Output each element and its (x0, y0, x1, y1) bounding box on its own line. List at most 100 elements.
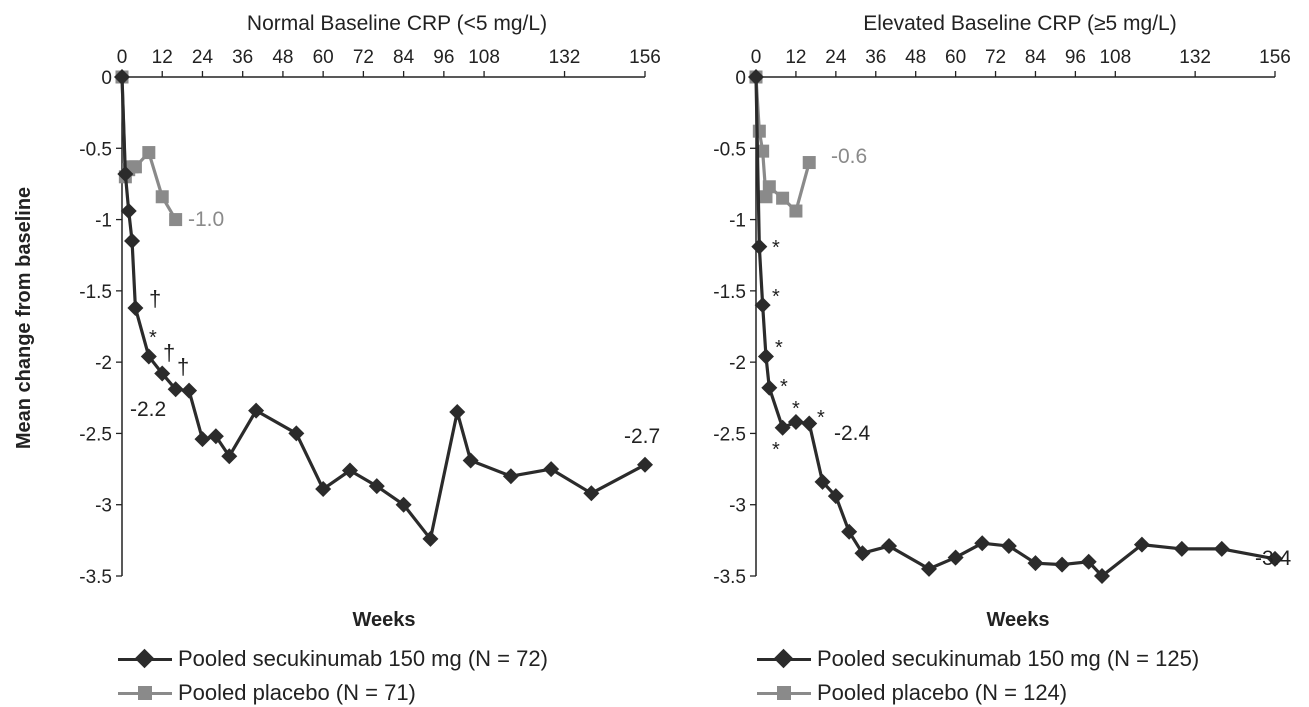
y-tick-label: 0 (735, 68, 746, 89)
data-point-diamond (774, 419, 791, 436)
data-point-square (756, 144, 770, 158)
data-point-square (752, 124, 766, 138)
data-point-diamond (787, 414, 804, 431)
x-tick-label: 72 (985, 47, 1006, 68)
y-tick-label: -2 (95, 353, 112, 374)
data-point-diamond (194, 431, 211, 448)
data-point-diamond (801, 415, 818, 432)
x-tick-label: 60 (313, 47, 334, 68)
square-marker-icon (757, 683, 811, 703)
data-point-diamond (1173, 540, 1190, 557)
y-tick-label: -1 (95, 211, 112, 232)
series-secukinumab (748, 69, 1283, 584)
data-point-diamond (124, 232, 141, 249)
data-point-diamond (315, 481, 332, 498)
data-annotation: -2.2 (130, 398, 166, 421)
data-annotation: * (775, 337, 783, 359)
data-point-diamond (154, 365, 171, 382)
data-point-diamond (207, 428, 224, 445)
data-point-diamond (841, 523, 858, 540)
data-point-diamond (117, 165, 134, 182)
legend-label: Pooled secukinumab 150 mg (N = 72) (178, 646, 548, 671)
x-tick-label: 84 (1025, 47, 1047, 68)
x-axis-title: Weeks (986, 609, 1049, 631)
data-annotation: * (780, 376, 788, 398)
data-point-diamond (502, 468, 519, 485)
data-point-square (776, 191, 790, 205)
chart-title: Elevated Baseline CRP (≥5 mg/L) (863, 12, 1176, 35)
data-point-diamond (583, 485, 600, 502)
data-annotation: -0.6 (831, 145, 867, 168)
data-point-diamond (637, 456, 653, 473)
x-tick-label: 72 (353, 47, 374, 68)
x-axis-title: Weeks (352, 609, 415, 631)
data-point-diamond (1027, 555, 1044, 572)
x-tick-label: 156 (1259, 47, 1291, 68)
data-point-diamond (248, 402, 265, 419)
data-point-diamond (881, 538, 898, 555)
legend-label: Pooled placebo (N = 124) (817, 680, 1068, 705)
data-point-diamond (127, 299, 144, 316)
data-point-diamond (1080, 553, 1097, 570)
y-tick-label: -2.5 (79, 424, 112, 445)
data-annotation: -3.4 (1255, 547, 1292, 570)
y-tick-label: -1 (729, 211, 746, 232)
data-point-diamond (947, 549, 964, 566)
data-point-square (759, 190, 773, 204)
data-point-diamond (140, 348, 157, 365)
series-line (120, 76, 646, 541)
data-point-diamond (761, 379, 778, 396)
data-point-diamond (181, 382, 198, 399)
x-tick-label: 60 (945, 47, 966, 68)
data-point-diamond (167, 381, 184, 398)
data-point-diamond (921, 560, 937, 577)
x-tick-label: 24 (825, 47, 847, 68)
data-point-diamond (1133, 536, 1150, 553)
y-tick-label: -1.5 (713, 282, 746, 303)
data-point-square (169, 213, 183, 227)
data-annotation: † (149, 286, 161, 311)
data-annotation: -2.4 (834, 422, 871, 445)
x-tick-label: 36 (232, 47, 253, 68)
x-tick-label: 132 (549, 47, 581, 68)
y-tick-label: 0 (101, 68, 112, 89)
x-tick-label: 36 (865, 47, 886, 68)
data-annotation: † (163, 340, 175, 365)
data-point-diamond (1213, 540, 1230, 557)
y-tick-label: -3 (729, 496, 746, 517)
data-point-diamond (449, 404, 466, 421)
data-point-diamond (395, 496, 412, 513)
data-point-diamond (1094, 568, 1110, 584)
legend-item-secukinumab-left: Pooled secukinumab 150 mg (N = 72) (118, 646, 548, 672)
data-point-diamond (120, 203, 137, 220)
x-tick-label: 96 (433, 47, 454, 68)
y-axis-title: Mean change from baseline (13, 187, 35, 449)
data-point-square (142, 146, 156, 160)
y-tick-label: -0.5 (79, 139, 112, 160)
chart-panel-elevated-crp: Elevated Baseline CRP (≥5 mg/L) 0 12 24 36 48… (713, 12, 1291, 631)
y-tick-label: -3.5 (713, 567, 746, 588)
x-tick-label: 12 (152, 47, 173, 68)
data-point-diamond (114, 69, 130, 85)
x-tick-label: 24 (192, 47, 214, 68)
x-tick-label: 84 (393, 47, 415, 68)
data-point-diamond (1000, 538, 1017, 555)
data-annotation: * (792, 398, 800, 420)
data-point-diamond (974, 535, 991, 552)
y-tick-label: -2.5 (713, 424, 746, 445)
data-annotation: † (177, 354, 189, 379)
data-annotation: * (772, 237, 780, 259)
data-point-diamond (341, 462, 358, 479)
data-annotation: -1.0 (188, 208, 224, 231)
x-tick-label: 0 (117, 47, 128, 68)
data-point-diamond (288, 425, 305, 442)
data-point-diamond (751, 238, 768, 255)
data-point-square (789, 204, 803, 218)
x-tick-label: 108 (1099, 47, 1131, 68)
y-tick-label: -3 (95, 496, 112, 517)
data-point-diamond (543, 461, 560, 478)
data-annotation: * (772, 286, 780, 308)
legend-item-placebo-right: Pooled placebo (N = 124) (757, 680, 1067, 706)
data-annotation: * (149, 327, 157, 349)
data-point-diamond (748, 69, 764, 85)
